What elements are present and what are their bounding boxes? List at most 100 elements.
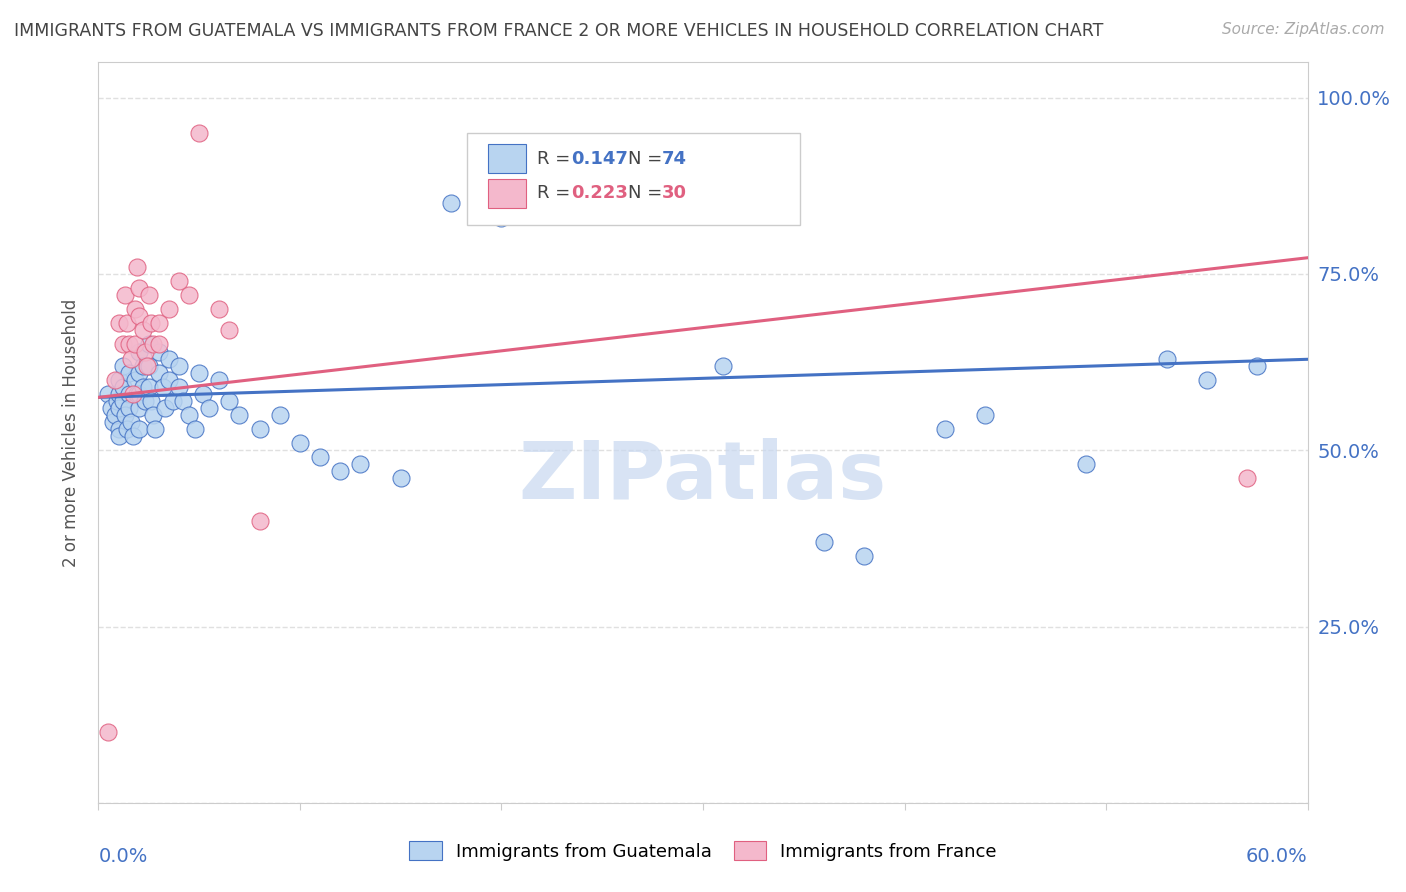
FancyBboxPatch shape — [488, 144, 526, 173]
Point — [138, 359, 160, 373]
Point — [1074, 458, 1097, 472]
Point — [389, 471, 412, 485]
Point — [107, 422, 129, 436]
Point — [115, 422, 138, 436]
Point — [269, 408, 291, 422]
Point — [153, 401, 176, 415]
Text: 0.223: 0.223 — [571, 185, 628, 202]
Point — [111, 380, 134, 394]
Text: Source: ZipAtlas.com: Source: ZipAtlas.com — [1222, 22, 1385, 37]
Point — [103, 408, 125, 422]
Point — [128, 387, 150, 401]
Point — [114, 288, 136, 302]
Point — [138, 337, 160, 351]
Point — [157, 373, 180, 387]
FancyBboxPatch shape — [467, 133, 800, 226]
Point — [134, 393, 156, 408]
Point — [138, 288, 160, 302]
Point — [139, 316, 162, 330]
Text: R =: R = — [537, 185, 576, 202]
Point — [132, 380, 155, 394]
Text: 0.147: 0.147 — [571, 150, 628, 168]
Point — [111, 359, 134, 373]
Point — [128, 310, 150, 324]
Point — [208, 373, 231, 387]
Point — [118, 366, 141, 380]
Point — [139, 393, 162, 408]
Point — [440, 196, 463, 211]
Point — [103, 373, 125, 387]
Point — [107, 429, 129, 443]
Point — [218, 323, 240, 337]
Point — [124, 373, 146, 387]
Text: 30: 30 — [662, 185, 688, 202]
Y-axis label: 2 or more Vehicles in Household: 2 or more Vehicles in Household — [62, 299, 80, 566]
Point — [974, 408, 997, 422]
Legend: Immigrants from Guatemala, Immigrants from France: Immigrants from Guatemala, Immigrants fr… — [402, 834, 1004, 868]
Point — [143, 422, 166, 436]
Point — [631, 147, 654, 161]
Point — [1236, 471, 1258, 485]
Point — [198, 401, 221, 415]
Point — [128, 401, 150, 415]
Point — [107, 401, 129, 415]
Point — [114, 408, 136, 422]
Point — [188, 126, 211, 140]
Point — [132, 359, 155, 373]
Point — [101, 415, 124, 429]
Text: 60.0%: 60.0% — [1246, 847, 1308, 866]
Point — [162, 393, 184, 408]
Point — [934, 422, 956, 436]
Text: N =: N = — [628, 185, 668, 202]
Point — [111, 393, 134, 408]
Point — [121, 429, 143, 443]
Point — [1246, 359, 1268, 373]
Text: ZIPatlas: ZIPatlas — [519, 438, 887, 516]
Point — [228, 408, 250, 422]
Point — [142, 337, 165, 351]
Point — [288, 436, 311, 450]
Point — [121, 387, 143, 401]
Point — [853, 549, 876, 563]
Point — [100, 401, 122, 415]
Point — [152, 380, 174, 394]
Point — [179, 408, 201, 422]
Point — [349, 458, 371, 472]
Point — [135, 359, 157, 373]
Point — [120, 351, 142, 366]
Text: IMMIGRANTS FROM GUATEMALA VS IMMIGRANTS FROM FRANCE 2 OR MORE VEHICLES IN HOUSEH: IMMIGRANTS FROM GUATEMALA VS IMMIGRANTS … — [14, 22, 1104, 40]
Point — [124, 302, 146, 317]
Text: R =: R = — [537, 150, 576, 168]
Point — [188, 366, 211, 380]
Point — [138, 380, 160, 394]
Point — [157, 351, 180, 366]
Point — [128, 366, 150, 380]
Point — [167, 274, 190, 288]
Point — [148, 316, 170, 330]
Point — [107, 387, 129, 401]
Point — [167, 380, 190, 394]
Point — [1156, 351, 1178, 366]
Point — [132, 323, 155, 337]
Point — [249, 422, 271, 436]
Point — [249, 514, 271, 528]
Point — [124, 337, 146, 351]
Point — [329, 464, 352, 478]
Point — [148, 337, 170, 351]
Point — [208, 302, 231, 317]
Point — [1195, 373, 1218, 387]
Point — [148, 366, 170, 380]
Point — [128, 344, 150, 359]
Point — [107, 316, 129, 330]
Point — [118, 401, 141, 415]
Point — [179, 288, 201, 302]
Point — [134, 344, 156, 359]
Point — [184, 422, 207, 436]
Point — [105, 393, 128, 408]
Point — [128, 422, 150, 436]
Text: N =: N = — [628, 150, 668, 168]
Point — [128, 281, 150, 295]
FancyBboxPatch shape — [488, 178, 526, 209]
Point — [491, 211, 513, 225]
Point — [148, 344, 170, 359]
